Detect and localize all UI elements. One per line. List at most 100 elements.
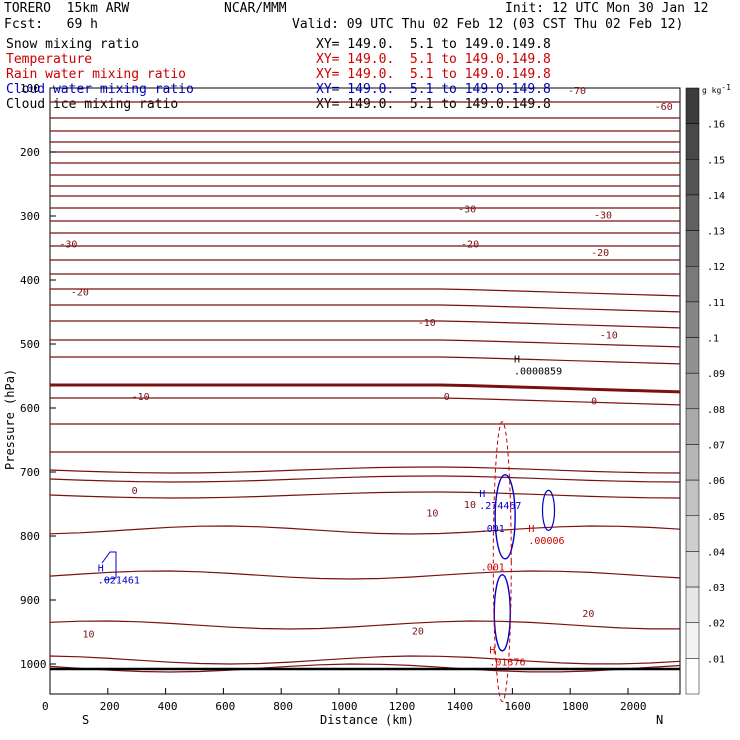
colorbar-swatch	[685, 444, 700, 481]
y-tick-label: 1000	[20, 658, 47, 671]
isotherm-label: 20	[582, 609, 594, 620]
temperature-isotherm	[50, 320, 681, 329]
annotation-label: H	[98, 564, 104, 575]
isotherm-label: 10	[464, 500, 476, 511]
annotation-label: .001	[481, 524, 505, 535]
isotherm-label: -30	[59, 240, 77, 251]
annotation-value: .0000859	[514, 366, 562, 377]
colorbar-swatch	[685, 372, 700, 410]
colorbar-label: .02	[707, 619, 725, 630]
annotation-value: .01376	[489, 658, 525, 669]
isotherm-label: -60	[655, 102, 673, 113]
colorbar-swatch	[685, 159, 700, 196]
isotherm-label: -10	[600, 330, 618, 341]
legend-rain-xy: XY= 149.0. 5.1 to 149.0.149.8	[316, 67, 551, 82]
colorbar-label: .06	[707, 476, 725, 487]
temperature-isotherm	[50, 339, 681, 348]
isotherm-label: -10	[418, 318, 436, 329]
colorbar-swatch	[685, 658, 700, 695]
temperature-isotherm	[49, 466, 681, 474]
colorbar-swatch	[685, 230, 700, 267]
y-tick-label: 700	[20, 466, 40, 479]
annotation-label: H	[489, 646, 495, 657]
isotherm-label: -10	[132, 392, 150, 403]
y-tick-label: 800	[20, 530, 40, 543]
isotherm-label: -20	[461, 240, 479, 251]
annotation-label: H	[479, 489, 485, 500]
y-tick-label: 300	[20, 210, 40, 223]
y-tick-label: 100	[20, 82, 40, 95]
legend-temperature-label: Temperature	[6, 52, 93, 67]
forecast-hour: Fcst: 69 h	[4, 17, 98, 32]
init-time: Init: 12 UTC Mon 30 Jan 12	[505, 1, 709, 16]
y-tick-label: 600	[20, 402, 40, 415]
colorbar-label: .01	[707, 654, 725, 665]
isotherm-label: -70	[568, 86, 586, 97]
legend-cloud-ice-xy: XY= 149.0. 5.1 to 149.0.149.8	[316, 97, 551, 112]
colorbar-swatch	[685, 123, 700, 160]
colorbar-swatch	[685, 622, 700, 659]
south-label: S	[82, 713, 89, 727]
isotherm-label: 10	[426, 508, 438, 519]
isotherm-label: -30	[458, 204, 476, 215]
y-tick-label: 500	[20, 338, 40, 351]
y-tick-label: 400	[20, 274, 40, 287]
colorbar-label: .07	[707, 440, 725, 451]
cloud-water-contour	[101, 551, 117, 581]
annotation-value: .021461	[98, 576, 140, 587]
x-tick-label: 200	[100, 700, 120, 713]
isotherm-label: 20	[412, 627, 424, 638]
colorbar-label: .1	[707, 334, 719, 345]
x-tick-label: 2000	[620, 700, 647, 713]
isotherm-label: -20	[71, 288, 89, 299]
x-tick-label: 1600	[504, 700, 531, 713]
colorbar-swatch	[685, 265, 700, 303]
isotherm-label: 10	[82, 629, 94, 640]
cloud-water-contour	[493, 574, 511, 652]
colorbar-swatch	[685, 194, 700, 231]
temperature-contours	[49, 101, 681, 673]
isotherm-label: -20	[591, 248, 609, 259]
temperature-isotherm	[49, 620, 680, 630]
annotation-label: H	[528, 524, 534, 535]
legend-cloud-water-xy: XY= 149.0. 5.1 to 149.0.149.8	[316, 82, 551, 97]
x-tick-label: 0	[42, 700, 49, 713]
legend-temperature-xy: XY= 149.0. 5.1 to 149.0.149.8	[316, 52, 551, 67]
colorbar-swatch	[685, 301, 700, 338]
isotherm-label: 0	[444, 392, 450, 403]
north-label: N	[656, 713, 663, 727]
colorbar-label: .04	[707, 547, 725, 558]
temperature-isotherm	[49, 475, 681, 483]
colorbar-label: .15	[707, 155, 725, 166]
valid-time: Valid: 09 UTC Thu 02 Feb 12 (03 CST Thu …	[292, 17, 684, 32]
annotation-label: .001	[481, 562, 505, 573]
x-tick-label: 1400	[447, 700, 474, 713]
temperature-isotherm	[50, 304, 681, 313]
model-title: TORERO 15km ARW	[4, 1, 130, 16]
colorbar-label: .09	[707, 369, 725, 380]
colorbar-swatch	[685, 87, 700, 124]
x-tick-label: 1000	[331, 700, 358, 713]
colorbar-swatch	[685, 479, 700, 517]
colorbar-label: .12	[707, 262, 725, 273]
colorbar-label: .13	[707, 227, 725, 238]
colorbar-label: .03	[707, 583, 725, 594]
annotation-value: .274467	[479, 501, 521, 512]
temperature-isotherm	[49, 525, 681, 535]
isotherm-label: 0	[132, 486, 138, 497]
colorbar-unit: g kg-1	[702, 83, 731, 95]
x-tick-label: 1200	[389, 700, 416, 713]
y-axis-label: Pressure (hPa)	[3, 369, 17, 470]
temperature-isotherm	[49, 570, 681, 580]
colorbar-swatch	[685, 515, 700, 552]
temperature-isotherm	[50, 383, 681, 394]
x-tick-label: 400	[158, 700, 178, 713]
annotation-value: .00006	[528, 536, 564, 547]
y-tick-label: 900	[20, 594, 40, 607]
y-tick-label: 200	[20, 146, 40, 159]
colorbar-label: .08	[707, 405, 725, 416]
colorbar-label: .11	[707, 298, 725, 309]
temperature-isotherm	[49, 491, 681, 499]
